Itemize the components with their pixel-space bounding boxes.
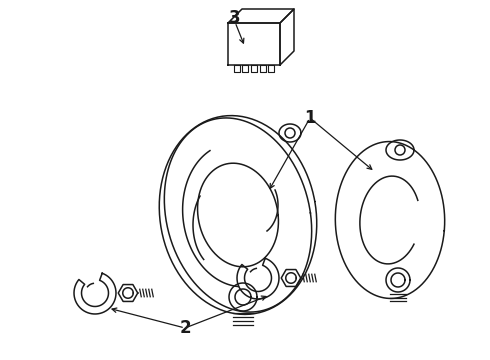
Text: 1: 1 bbox=[304, 109, 316, 127]
Text: 3: 3 bbox=[229, 9, 241, 27]
Text: 2: 2 bbox=[179, 319, 191, 337]
